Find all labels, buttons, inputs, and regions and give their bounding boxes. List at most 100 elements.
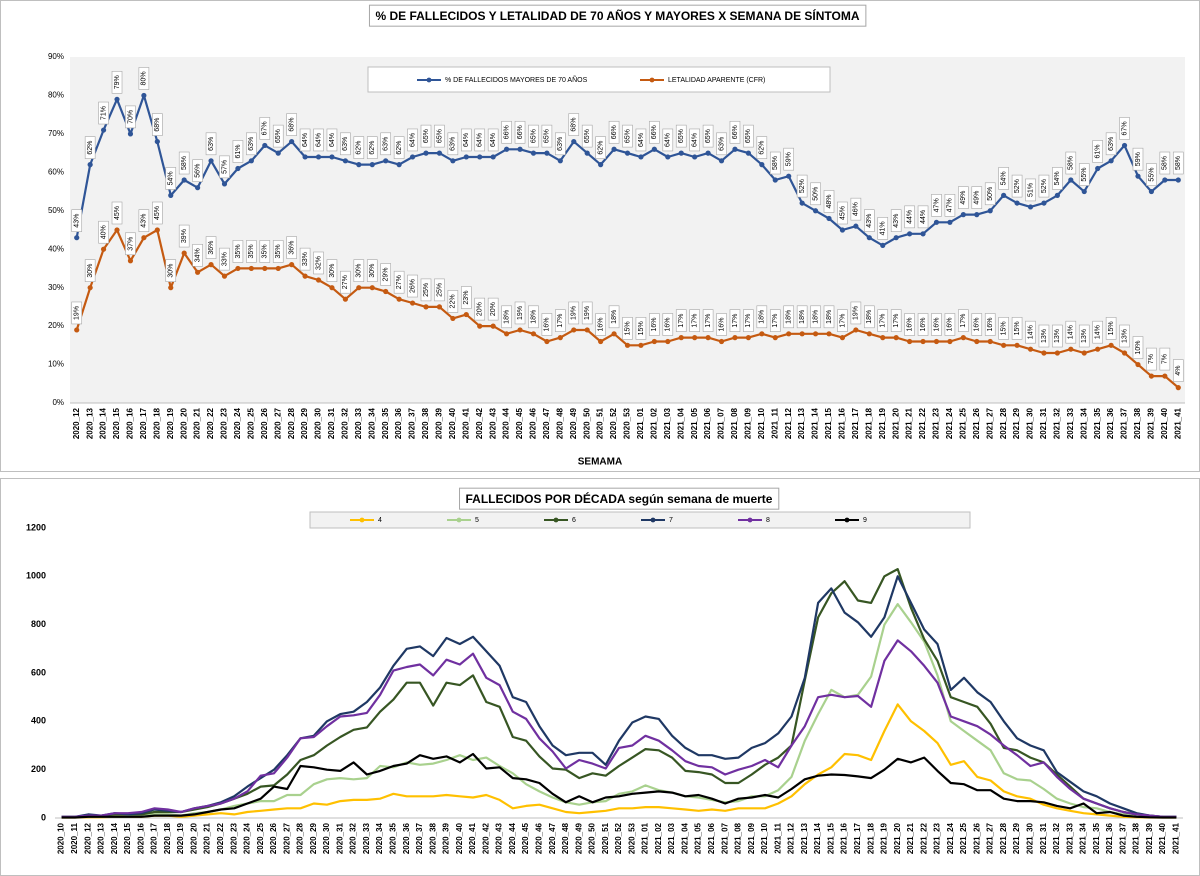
x-tick-label: 2021_38 — [1132, 822, 1141, 854]
data-label: 34% — [194, 248, 201, 262]
data-label: 64% — [638, 133, 645, 147]
data-label: 17% — [705, 314, 712, 328]
data-label: 67% — [1121, 121, 1128, 135]
x-tick-label: 2020_48 — [555, 407, 564, 439]
data-label: 63% — [208, 137, 215, 151]
data-point — [987, 208, 993, 214]
data-label: 16% — [597, 317, 604, 331]
data-point — [732, 335, 738, 341]
y-tick-label: 80% — [48, 91, 64, 100]
data-point — [302, 273, 308, 279]
x-tick-label: 2020_28 — [287, 407, 296, 439]
data-label-box — [783, 147, 795, 171]
data-label-box — [84, 259, 96, 282]
data-label-box — [649, 120, 660, 144]
x-tick-label: 2020_46 — [529, 407, 538, 439]
x-tick-label: 2020_18 — [163, 822, 172, 854]
data-label: 52% — [1014, 179, 1021, 193]
data-point — [584, 150, 590, 156]
data-label-box — [165, 167, 177, 190]
data-label: 18% — [503, 310, 510, 324]
x-tick-label: 2020_39 — [435, 407, 444, 439]
data-label-box — [917, 205, 929, 229]
data-label: 18% — [826, 310, 833, 324]
x-tick-label: 2020_51 — [596, 407, 605, 439]
data-point — [853, 223, 859, 229]
x-tick-label: 2021_37 — [1120, 407, 1129, 439]
data-label-box — [125, 232, 136, 256]
legend-label: 4 — [378, 517, 382, 524]
x-tick-label: 2020_33 — [354, 407, 363, 439]
x-tick-label: 2020_28 — [296, 822, 305, 854]
data-label: 17% — [557, 314, 564, 328]
x-tick-label: 2021_21 — [906, 822, 915, 854]
data-label-box — [769, 151, 781, 175]
data-point — [248, 265, 254, 272]
data-point — [1081, 188, 1087, 195]
data-label-box — [192, 243, 203, 267]
data-label: 58% — [772, 156, 779, 170]
x-tick-label: 2020_29 — [309, 822, 318, 854]
data-label: 41% — [880, 221, 887, 235]
data-point — [947, 219, 953, 225]
legend-box — [367, 66, 831, 93]
x-tick-label: 2020_16 — [136, 822, 145, 854]
data-label: 49% — [974, 191, 981, 205]
data-point — [1027, 204, 1034, 210]
data-label: 65% — [530, 129, 537, 143]
data-label: 63% — [342, 137, 349, 151]
data-label: 66% — [503, 125, 510, 139]
data-label-box — [232, 240, 244, 263]
data-point — [638, 154, 644, 160]
data-point — [557, 158, 563, 164]
data-label: 63% — [718, 137, 725, 151]
x-tick-label: 2020_36 — [394, 407, 403, 439]
data-label: 14% — [1068, 325, 1075, 339]
data-point — [315, 154, 322, 160]
y-tick-label: 400 — [31, 716, 46, 726]
x-tick-label: 2021_20 — [891, 407, 900, 439]
x-tick-label: 2020_39 — [442, 822, 451, 854]
data-point — [1108, 342, 1114, 348]
data-point — [1175, 177, 1181, 183]
data-label: 18% — [611, 310, 618, 324]
data-label-box — [138, 209, 150, 232]
data-label-box — [326, 259, 338, 282]
data-label-box — [823, 190, 835, 213]
data-point — [839, 335, 846, 341]
data-label: 65% — [584, 129, 591, 143]
data-label-box — [353, 259, 365, 282]
data-label: 64% — [302, 133, 309, 147]
data-point — [812, 208, 819, 214]
data-label: 17% — [880, 314, 887, 328]
data-label-box — [487, 297, 499, 321]
x-tick-label: 2021_06 — [703, 407, 712, 439]
x-tick-label: 2021_34 — [1079, 407, 1088, 439]
chart-title: FALLECIDOS POR DÉCADA según semana de mu… — [466, 491, 773, 506]
x-tick-label: 2021_28 — [999, 822, 1008, 854]
data-label: 32% — [315, 256, 322, 270]
x-tick-label: 2021_30 — [1025, 822, 1034, 854]
data-label: 17% — [960, 314, 967, 328]
data-label-box — [984, 182, 996, 206]
data-point — [181, 177, 187, 183]
data-label: 64% — [490, 133, 497, 147]
data-label-box — [716, 313, 727, 336]
x-tick-label: 2020_10 — [57, 822, 66, 854]
data-point — [705, 150, 711, 156]
data-point — [866, 235, 872, 241]
data-label-box — [971, 186, 983, 209]
data-label: 33% — [302, 252, 309, 266]
data-label: 45% — [114, 206, 121, 220]
data-point — [517, 327, 523, 333]
x-tick-label: 2021_15 — [824, 407, 833, 439]
data-label-box — [152, 201, 163, 225]
x-tick-label: 2020_43 — [488, 407, 497, 439]
data-point — [450, 158, 456, 164]
data-label-box — [1172, 151, 1184, 175]
x-tick-label: 2020_15 — [123, 822, 132, 854]
legend-label: 9 — [863, 517, 867, 524]
data-label: 36% — [208, 241, 215, 255]
x-tick-label: 2020_41 — [461, 407, 470, 439]
